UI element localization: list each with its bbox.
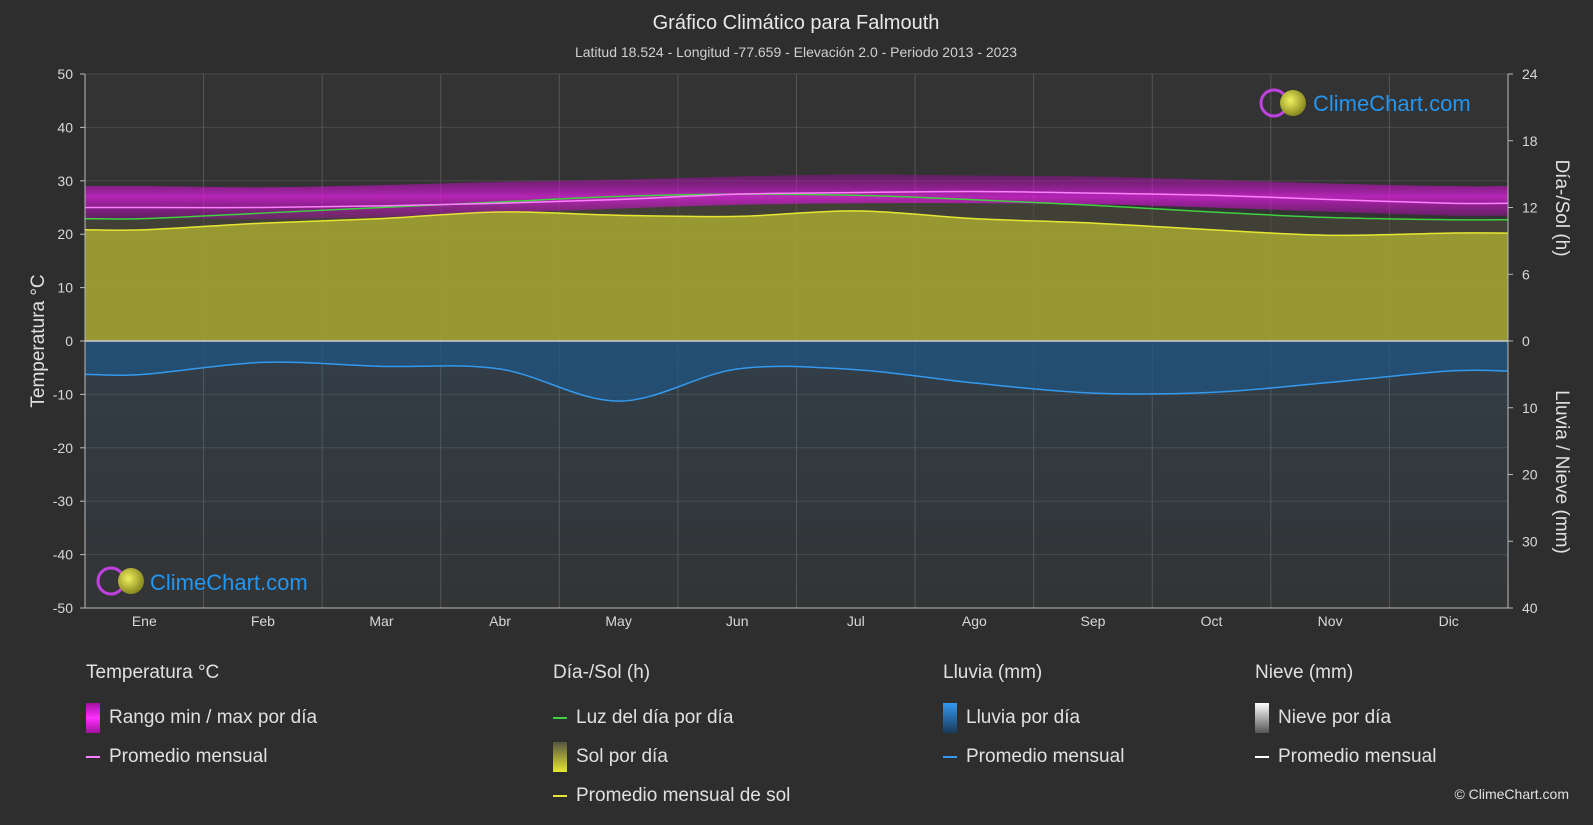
legend-item-rain-avg: Promedio mensual bbox=[943, 737, 1124, 776]
legend-item-snow-daily: Nieve por día bbox=[1255, 698, 1436, 737]
y-right-rain-tick-label: 20 bbox=[1522, 467, 1538, 483]
daylight-line bbox=[84, 193, 1509, 221]
legend-temperature: Temperatura °C Rango min / max por día P… bbox=[86, 662, 317, 776]
y-right-sun-tick-label: 24 bbox=[1522, 66, 1538, 82]
rain-area-layer bbox=[85, 341, 1508, 608]
y-left-tick-label: 50 bbox=[57, 66, 73, 82]
temp-range-swatch bbox=[86, 702, 100, 733]
legend-item-temp-range: Rango min / max por día bbox=[86, 698, 317, 737]
x-tick-label: Ene bbox=[132, 613, 157, 629]
y-right-sun-tick-label: 0 bbox=[1522, 333, 1530, 349]
rain-daily-haze bbox=[85, 341, 1508, 608]
watermark-top: ClimeChart.com bbox=[1259, 88, 1471, 118]
temp-avg-swatch bbox=[86, 755, 100, 758]
y-axis-right-bottom-label: Lluvia / Nieve (mm) bbox=[1551, 390, 1572, 554]
legend-label-rain-daily: Lluvia por día bbox=[966, 706, 1081, 728]
x-tick-label: Jul bbox=[847, 613, 865, 629]
y-right-rain-tick-label: 40 bbox=[1522, 600, 1538, 616]
chart-subtitle: Latitud 18.524 - Longitud -77.659 - Elev… bbox=[575, 44, 1017, 60]
legend-heading-sun: Día-/Sol (h) bbox=[553, 662, 651, 683]
legend-label-snow-daily: Nieve por día bbox=[1278, 706, 1392, 728]
rain-avg-line bbox=[84, 361, 1509, 402]
legend-item-sun-avg: Promedio mensual de sol bbox=[553, 776, 790, 815]
legend-snow: Nieve (mm) Nieve por día Promedio mensua… bbox=[1255, 662, 1436, 776]
axes-layer: 50 40 30 20 10 0 -10 -20 -30 -40 -50 24 18 12 6 0 10 20 30… bbox=[53, 66, 1538, 629]
y-left-tick-label: 10 bbox=[57, 280, 73, 296]
copyright-text: © ClimeChart.com bbox=[1454, 786, 1569, 802]
x-tick-label: Nov bbox=[1318, 613, 1343, 629]
legend-item-daylight: Luz del día por día bbox=[553, 698, 790, 737]
y-axis-right-top-label: Día-/Sol (h) bbox=[1551, 159, 1572, 256]
legend-label-sun-daily: Sol por día bbox=[576, 745, 668, 767]
y-right-rain-tick-label: 30 bbox=[1522, 533, 1538, 549]
legend-heading-temperature: Temperatura °C bbox=[86, 662, 220, 683]
legend-heading-snow: Nieve (mm) bbox=[1255, 662, 1354, 683]
temperature-avg-line bbox=[85, 190, 1509, 209]
temperature-range-band bbox=[85, 174, 1508, 220]
sunshine-area-layer bbox=[85, 194, 1508, 341]
y-axis-left-label: Temperatura °C bbox=[28, 274, 49, 407]
y-left-tick-label: -20 bbox=[53, 440, 73, 456]
x-tick-label: Oct bbox=[1201, 613, 1223, 629]
sunshine-area bbox=[85, 210, 1508, 341]
y-left-tick-label: -10 bbox=[53, 386, 73, 402]
legend-label-rain-avg: Promedio mensual bbox=[966, 745, 1125, 767]
y-left-tick-label: 20 bbox=[57, 226, 73, 242]
legend-item-snow-avg: Promedio mensual bbox=[1255, 737, 1436, 776]
x-tick-label: Feb bbox=[251, 613, 275, 629]
y-left-tick-label: 0 bbox=[65, 333, 73, 349]
y-right-sun-tick-label: 18 bbox=[1522, 133, 1538, 149]
series-lines-layer bbox=[84, 190, 1509, 402]
watermark-bottom: ClimeChart.com bbox=[96, 566, 308, 596]
y-left-tick-label: 30 bbox=[57, 173, 73, 189]
sun-daily-swatch bbox=[553, 741, 567, 772]
x-tick-label: Mar bbox=[369, 613, 393, 629]
legend-item-rain-daily: Lluvia por día bbox=[943, 698, 1124, 737]
temperature-band-layer bbox=[85, 174, 1508, 220]
chart-title: Gráfico Climático para Falmouth bbox=[653, 12, 940, 34]
snow-daily-swatch bbox=[1255, 702, 1269, 733]
rain-avg-swatch bbox=[943, 755, 957, 758]
legend-heading-rain: Lluvia (mm) bbox=[943, 662, 1043, 683]
logo-sun-icon bbox=[1280, 90, 1306, 116]
y-right-rain-tick-label: 10 bbox=[1522, 400, 1538, 416]
rain-daily-swatch bbox=[943, 702, 957, 733]
legend-item-temp-avg: Promedio mensual bbox=[86, 737, 317, 776]
legend-label-temp-avg: Promedio mensual bbox=[109, 745, 268, 767]
x-tick-label: Abr bbox=[489, 613, 511, 629]
watermark-text-bottom: ClimeChart.com bbox=[150, 570, 308, 595]
y-left-tick-label: -30 bbox=[53, 493, 73, 509]
x-tick-label: May bbox=[605, 613, 631, 629]
x-tick-label: Jun bbox=[726, 613, 749, 629]
legend-label-sun-avg: Promedio mensual de sol bbox=[576, 784, 791, 806]
x-tick-label: Dic bbox=[1439, 613, 1459, 629]
sun-avg-swatch bbox=[553, 794, 567, 797]
y-left-tick-label: 40 bbox=[57, 119, 73, 135]
legend-rain: Lluvia (mm) Lluvia por día Promedio mens… bbox=[943, 662, 1124, 776]
y-left-tick-label: -40 bbox=[53, 547, 73, 563]
x-tick-label: Ago bbox=[962, 613, 987, 629]
x-tick-label: Sep bbox=[1080, 613, 1105, 629]
watermark-text-top: ClimeChart.com bbox=[1313, 91, 1471, 116]
legend-item-sun-daily: Sol por día bbox=[553, 737, 790, 776]
snow-avg-swatch bbox=[1255, 755, 1269, 758]
y-right-sun-tick-label: 12 bbox=[1522, 200, 1538, 216]
daylight-swatch bbox=[553, 716, 567, 719]
legend-label-daylight: Luz del día por día bbox=[576, 706, 734, 728]
y-left-tick-label: -50 bbox=[53, 600, 73, 616]
legend-sun: Día-/Sol (h) Luz del día por día Sol por… bbox=[553, 662, 790, 815]
sunshine-avg-line bbox=[84, 210, 1509, 237]
logo-sun-icon bbox=[118, 568, 144, 594]
y-right-sun-tick-label: 6 bbox=[1522, 266, 1530, 282]
legend-label-temp-range: Rango min / max por día bbox=[109, 706, 318, 728]
legend-label-snow-avg: Promedio mensual bbox=[1278, 745, 1437, 767]
